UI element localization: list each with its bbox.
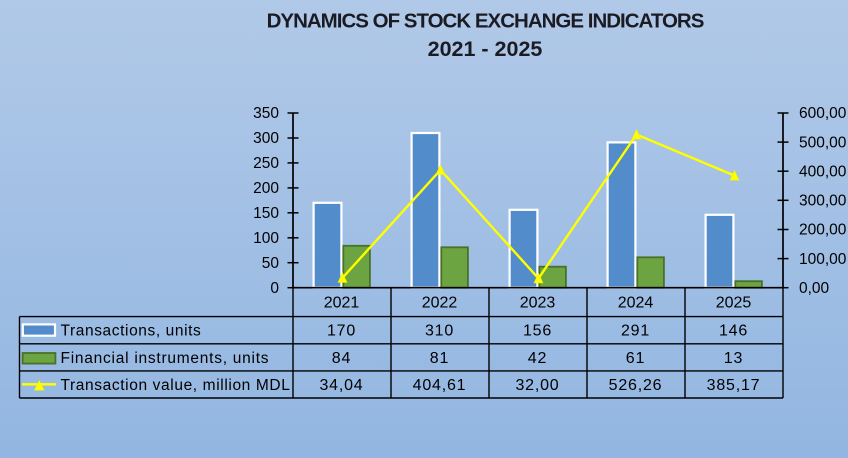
svg-text:385,17: 385,17 xyxy=(707,377,761,394)
svg-text:DYNAMICS OF STOCK EXCHANGE IND: DYNAMICS OF STOCK EXCHANGE INDICATORS xyxy=(267,10,704,33)
svg-text:500,00: 500,00 xyxy=(799,134,847,151)
svg-text:32,00: 32,00 xyxy=(515,377,559,394)
svg-text:250: 250 xyxy=(253,155,279,172)
svg-text:Transaction value, million MDL: Transaction value, million MDL xyxy=(61,377,291,394)
svg-text:2022: 2022 xyxy=(422,295,458,312)
svg-text:400,00: 400,00 xyxy=(799,163,847,180)
svg-text:404,61: 404,61 xyxy=(413,377,467,394)
svg-text:146: 146 xyxy=(719,323,748,340)
svg-text:300,00: 300,00 xyxy=(799,193,847,210)
svg-text:310: 310 xyxy=(425,323,454,340)
svg-text:42: 42 xyxy=(528,350,547,367)
svg-text:0: 0 xyxy=(270,280,279,297)
svg-text:200,00: 200,00 xyxy=(799,222,847,239)
svg-text:600,00: 600,00 xyxy=(799,105,847,122)
svg-text:170: 170 xyxy=(327,323,356,340)
svg-text:81: 81 xyxy=(430,350,449,367)
svg-text:150: 150 xyxy=(253,205,279,222)
svg-text:100,00: 100,00 xyxy=(799,251,847,268)
svg-text:Transactions, units: Transactions, units xyxy=(61,323,202,340)
svg-text:300: 300 xyxy=(253,130,279,147)
svg-text:84: 84 xyxy=(332,350,351,367)
svg-text:Financial instruments, units: Financial instruments, units xyxy=(61,350,270,367)
svg-text:2024: 2024 xyxy=(618,295,654,312)
svg-text:50: 50 xyxy=(262,255,280,272)
svg-text:2021: 2021 xyxy=(324,295,360,312)
svg-text:61: 61 xyxy=(626,350,645,367)
svg-text:526,26: 526,26 xyxy=(609,377,663,394)
svg-text:2021 - 2025: 2021 - 2025 xyxy=(428,37,543,61)
svg-text:200: 200 xyxy=(253,180,279,197)
svg-text:0,00: 0,00 xyxy=(799,280,830,297)
svg-text:156: 156 xyxy=(523,323,552,340)
svg-text:34,04: 34,04 xyxy=(319,377,363,394)
svg-text:2023: 2023 xyxy=(520,295,556,312)
svg-text:13: 13 xyxy=(724,350,743,367)
svg-text:350: 350 xyxy=(253,105,279,122)
svg-text:100: 100 xyxy=(253,230,279,247)
svg-text:291: 291 xyxy=(621,323,650,340)
svg-text:2025: 2025 xyxy=(716,295,752,312)
